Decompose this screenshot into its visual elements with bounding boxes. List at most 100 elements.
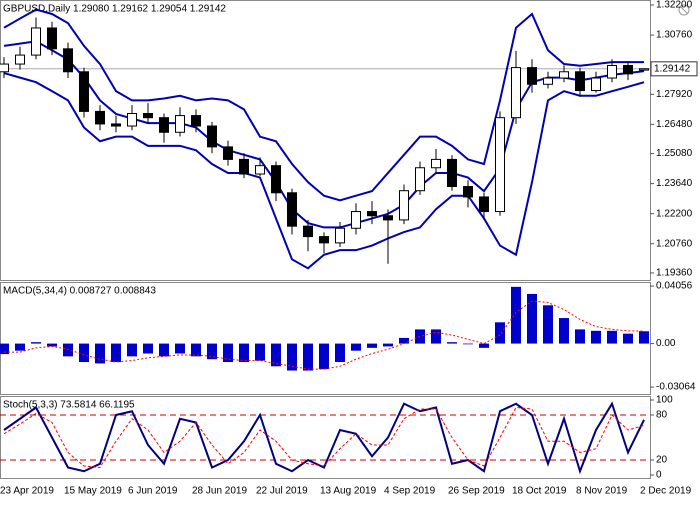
candle-body	[575, 71, 585, 92]
candle-body	[607, 65, 617, 79]
macd-bar	[607, 330, 617, 344]
macd-bar	[95, 343, 105, 364]
candle-body	[223, 146, 233, 160]
macd-bar	[127, 343, 137, 357]
stoch-signal	[3, 406, 645, 469]
macd-bar	[47, 343, 57, 347]
y-tick-label: 1.27920	[656, 89, 693, 100]
y-tick-label: 1.23640	[656, 178, 693, 189]
band-middle	[3, 40, 645, 229]
candle-body	[479, 196, 489, 213]
candle-body	[431, 158, 441, 169]
macd-bar	[639, 331, 649, 344]
y-tick-label: 0.00	[656, 338, 676, 349]
macd-bar	[143, 343, 153, 354]
x-tick-label: 18 Oct 2019	[512, 486, 567, 497]
candle-body	[351, 211, 361, 229]
macd-bar	[255, 343, 265, 361]
x-tick-label: 13 Aug 2019	[320, 486, 377, 497]
band-lower	[3, 72, 645, 270]
candle-body	[15, 54, 25, 65]
macd-bar	[239, 343, 249, 363]
y-tick-label: 1.32200	[656, 0, 693, 11]
macd-bar	[479, 343, 489, 348]
stoch-main	[3, 401, 645, 475]
y-tick-label: 1.25080	[656, 148, 693, 159]
macd-bar	[527, 293, 537, 344]
candle-body	[383, 215, 393, 221]
candle-body	[127, 113, 137, 127]
candle-body	[463, 186, 473, 198]
macd-bar	[287, 343, 297, 371]
candle-body	[559, 71, 569, 79]
macd-bar	[319, 343, 329, 370]
macd-bar	[191, 343, 201, 357]
y-tick-label: 1.20760	[656, 238, 693, 249]
candle-body	[495, 117, 505, 213]
candle-body	[335, 227, 345, 244]
candle-body	[159, 117, 169, 133]
candle-body	[0, 63, 9, 73]
x-tick-label: 22 Jul 2019	[256, 486, 308, 497]
panel-title: GBPUSD,Daily 1.29080 1.29162 1.29054 1.2…	[3, 4, 226, 15]
candle-body	[591, 77, 601, 92]
macd-bar	[591, 330, 601, 344]
y-tick-label: 1.26480	[656, 119, 693, 130]
macd-bar	[159, 343, 169, 357]
macd-bar	[383, 343, 393, 347]
candle-body	[175, 115, 185, 133]
x-tick-label: 15 May 2019	[64, 486, 122, 497]
y-tick-label: 1.19360	[656, 268, 693, 279]
y-tick-label: 0.04056	[656, 281, 693, 292]
candle-body	[191, 115, 201, 127]
macd-bar	[63, 343, 73, 357]
panel-title: Stoch(5,3,3) 73.5814 66.1195	[3, 400, 135, 411]
y-tick-label: -0.03064	[656, 382, 696, 393]
macd-bar	[175, 343, 185, 354]
last-price-label: 1.29142	[654, 63, 691, 74]
macd-bar	[335, 343, 345, 363]
candle-body	[111, 123, 121, 127]
macd-bar	[303, 343, 313, 371]
macd-bar	[559, 318, 569, 344]
candle-body	[511, 67, 521, 119]
candle-body	[287, 192, 297, 227]
x-tick-label: 6 Jun 2019	[128, 486, 178, 497]
macd-bar	[223, 343, 233, 363]
candle-body	[399, 190, 409, 221]
band-upper	[3, 8, 644, 202]
candle-body	[255, 165, 265, 175]
x-tick-label: 4 Sep 2019	[384, 486, 436, 497]
macd-bar	[271, 343, 281, 367]
candle-body	[639, 68, 649, 71]
x-tick-label: 23 Apr 2019	[0, 486, 54, 497]
candle-body	[207, 125, 217, 148]
y-tick-label: 0	[656, 470, 662, 481]
candle-body	[623, 65, 633, 75]
last-price-box	[650, 61, 698, 77]
candle-body	[239, 158, 249, 175]
candle-body	[447, 158, 457, 188]
macd-bar	[447, 342, 457, 344]
candle-body	[319, 236, 329, 244]
candle-body	[303, 225, 313, 238]
candle-body	[47, 27, 57, 50]
macd-bar	[463, 343, 473, 345]
y-tick-label: 80	[656, 410, 668, 421]
panel-title: MACD(5,34,4) 0.008727 0.008843	[3, 286, 156, 297]
macd-bar	[495, 322, 505, 344]
y-tick-label: 20	[656, 455, 668, 466]
candle-body	[31, 27, 41, 56]
macd-bar	[623, 333, 633, 344]
macd-bar	[367, 343, 377, 348]
chart-icon	[678, 4, 690, 16]
candle-body	[79, 71, 89, 112]
macd-bar	[111, 343, 121, 363]
macd-bar	[399, 337, 409, 344]
candle-body	[271, 165, 281, 194]
y-tick-label: 100	[656, 395, 673, 406]
macd-bar	[543, 305, 553, 344]
candle-body	[63, 48, 73, 73]
